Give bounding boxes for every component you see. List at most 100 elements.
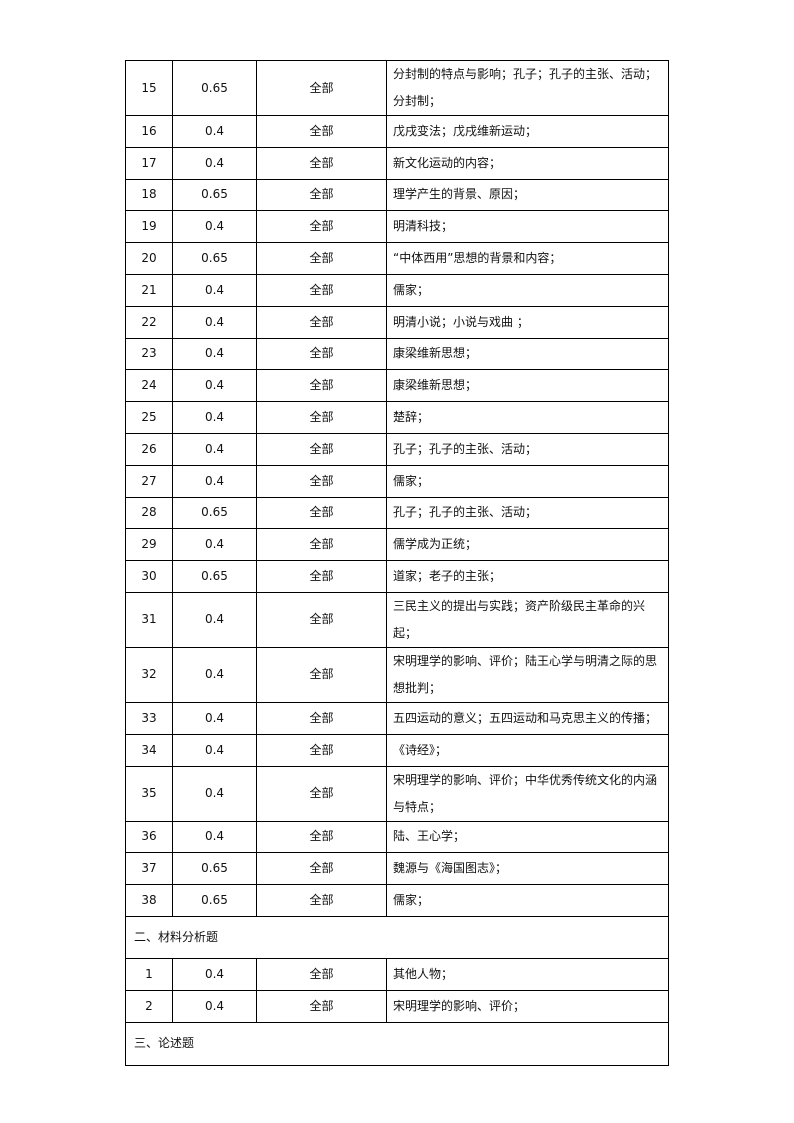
section-header-row: 二、材料分析题 (125, 915, 669, 960)
table-row: 1 0.4 全部 其他人物； (125, 958, 669, 992)
difficulty-value: 0.4 (172, 528, 257, 562)
table-row: 35 0.4 全部 宋明理学的影响、评价；中华优秀传统文化的内涵与特点； (125, 765, 669, 822)
question-number: 34 (125, 733, 173, 767)
question-number: 36 (125, 820, 173, 854)
section-title: 二、材料分析题 (125, 915, 669, 960)
difficulty-value: 0.4 (172, 210, 257, 244)
knowledge-points: 三民主义的提出与实践；资产阶级民主革命的兴起； (386, 591, 669, 648)
table-row: 38 0.65 全部 儒家； (125, 884, 669, 917)
knowledge-points: 宋明理学的影响、评价；陆王心学与明清之际的思想批判； (386, 646, 669, 703)
table-row: 34 0.4 全部 《诗经》； (125, 733, 669, 767)
table-row: 28 0.65 全部 孔子；孔子的主张、活动； (125, 496, 669, 530)
section-title: 三、论述题 (125, 1022, 669, 1066)
section-header-row: 三、论述题 (125, 1022, 669, 1066)
scope-value: 全部 (256, 765, 387, 822)
scope-value: 全部 (256, 646, 387, 703)
scope-value: 全部 (256, 273, 387, 307)
knowledge-points: 宋明理学的影响、评价；中华优秀传统文化的内涵与特点； (386, 765, 669, 822)
difficulty-value: 0.65 (172, 852, 257, 886)
knowledge-points: 孔子；孔子的主张、活动； (386, 496, 669, 530)
question-number: 17 (125, 146, 173, 180)
scope-value: 全部 (256, 337, 387, 371)
knowledge-points: “中体西用”思想的背景和内容； (386, 242, 669, 275)
question-number: 20 (125, 242, 173, 275)
question-number: 28 (125, 496, 173, 530)
knowledge-points: 康梁维新思想； (386, 337, 669, 371)
table-row: 22 0.4 全部 明清小说；小说与戏曲 ； (125, 305, 669, 339)
scope-value: 全部 (256, 820, 387, 854)
difficulty-value: 0.4 (172, 733, 257, 767)
table-row: 24 0.4 全部 康梁维新思想； (125, 369, 669, 403)
knowledge-points: 儒家； (386, 884, 669, 917)
difficulty-value: 0.65 (172, 884, 257, 917)
question-number: 29 (125, 528, 173, 562)
scope-value: 全部 (256, 115, 387, 148)
table-row: 27 0.4 全部 儒家； (125, 464, 669, 498)
scope-value: 全部 (256, 432, 387, 466)
question-number: 21 (125, 273, 173, 307)
scope-value: 全部 (256, 401, 387, 434)
difficulty-value: 0.4 (172, 432, 257, 466)
difficulty-value: 0.65 (172, 496, 257, 530)
difficulty-value: 0.4 (172, 990, 257, 1024)
scope-value: 全部 (256, 990, 387, 1024)
scope-value: 全部 (256, 701, 387, 735)
difficulty-value: 0.4 (172, 591, 257, 648)
difficulty-value: 0.4 (172, 401, 257, 434)
knowledge-points: 楚辞； (386, 401, 669, 434)
table-row: 26 0.4 全部 孔子；孔子的主张、活动； (125, 432, 669, 466)
difficulty-value: 0.4 (172, 765, 257, 822)
difficulty-value: 0.65 (172, 60, 257, 116)
knowledge-points: 儒学成为正统； (386, 528, 669, 562)
scope-value: 全部 (256, 958, 387, 992)
table-row: 20 0.65 全部 “中体西用”思想的背景和内容； (125, 242, 669, 275)
knowledge-points: 儒家； (386, 273, 669, 307)
knowledge-points: 新文化运动的内容； (386, 146, 669, 180)
difficulty-value: 0.4 (172, 369, 257, 403)
table-row: 19 0.4 全部 明清科技； (125, 210, 669, 244)
difficulty-value: 0.65 (172, 560, 257, 593)
table-row: 16 0.4 全部 戊戌变法；戊戌维新运动； (125, 115, 669, 148)
difficulty-value: 0.4 (172, 701, 257, 735)
table-row: 25 0.4 全部 楚辞； (125, 401, 669, 434)
difficulty-value: 0.4 (172, 115, 257, 148)
table-row: 17 0.4 全部 新文化运动的内容； (125, 146, 669, 180)
difficulty-value: 0.4 (172, 273, 257, 307)
scope-value: 全部 (256, 178, 387, 212)
question-analysis-table: 15 0.65 全部 分封制的特点与影响；孔子；孔子的主张、活动；分封制； 16 0.4 全… (125, 60, 669, 1066)
difficulty-value: 0.4 (172, 305, 257, 339)
question-number: 35 (125, 765, 173, 822)
table-row: 21 0.4 全部 儒家； (125, 273, 669, 307)
table-row: 2 0.4 全部 宋明理学的影响、评价； (125, 990, 669, 1024)
scope-value: 全部 (256, 210, 387, 244)
scope-value: 全部 (256, 242, 387, 275)
scope-value: 全部 (256, 852, 387, 886)
knowledge-points: 明清小说；小说与戏曲 ； (386, 305, 669, 339)
question-number: 18 (125, 178, 173, 212)
scope-value: 全部 (256, 496, 387, 530)
question-number: 22 (125, 305, 173, 339)
scope-value: 全部 (256, 305, 387, 339)
table-row: 18 0.65 全部 理学产生的背景、原因； (125, 178, 669, 212)
difficulty-value: 0.4 (172, 646, 257, 703)
difficulty-value: 0.4 (172, 146, 257, 180)
scope-value: 全部 (256, 884, 387, 917)
question-number: 23 (125, 337, 173, 371)
difficulty-value: 0.4 (172, 464, 257, 498)
question-number: 38 (125, 884, 173, 917)
knowledge-points: 其他人物； (386, 958, 669, 992)
table-row: 23 0.4 全部 康梁维新思想； (125, 337, 669, 371)
question-number: 26 (125, 432, 173, 466)
difficulty-value: 0.4 (172, 958, 257, 992)
question-number: 32 (125, 646, 173, 703)
scope-value: 全部 (256, 591, 387, 648)
difficulty-value: 0.4 (172, 820, 257, 854)
knowledge-points: 魏源与《海国图志》； (386, 852, 669, 886)
table-row: 32 0.4 全部 宋明理学的影响、评价；陆王心学与明清之际的思想批判； (125, 646, 669, 703)
scope-value: 全部 (256, 733, 387, 767)
knowledge-points: 宋明理学的影响、评价； (386, 990, 669, 1024)
knowledge-points: 儒家； (386, 464, 669, 498)
table-row: 30 0.65 全部 道家；老子的主张； (125, 560, 669, 593)
knowledge-points: 道家；老子的主张； (386, 560, 669, 593)
knowledge-points: 康梁维新思想； (386, 369, 669, 403)
